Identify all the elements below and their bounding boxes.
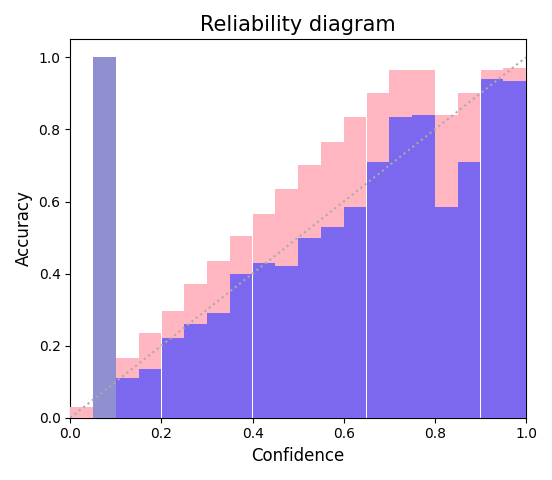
Bar <box>71 407 93 418</box>
Bar <box>230 236 252 274</box>
Bar <box>481 79 503 418</box>
Bar <box>321 142 343 227</box>
Bar <box>481 70 503 79</box>
Bar <box>503 81 526 418</box>
Title: Reliability diagram: Reliability diagram <box>200 15 396 35</box>
Bar <box>344 117 367 207</box>
Bar <box>367 162 389 418</box>
Bar <box>139 333 161 369</box>
Bar <box>275 266 298 418</box>
Bar <box>230 274 252 418</box>
Bar <box>412 70 435 115</box>
Bar <box>162 312 184 338</box>
Bar <box>458 162 480 418</box>
Bar <box>435 207 458 418</box>
Bar <box>116 358 139 378</box>
Bar <box>253 214 275 263</box>
X-axis label: Confidence: Confidence <box>252 447 345 465</box>
Bar <box>389 70 412 117</box>
Bar <box>275 189 298 266</box>
Bar <box>435 115 458 207</box>
Bar <box>139 369 161 418</box>
Bar <box>253 263 275 418</box>
Bar <box>321 227 343 418</box>
Bar <box>503 68 526 81</box>
Bar <box>207 261 230 313</box>
Bar <box>344 207 367 418</box>
Bar <box>298 238 321 418</box>
Bar <box>162 338 184 418</box>
Bar <box>184 324 207 418</box>
Bar <box>207 313 230 418</box>
Bar <box>412 115 435 418</box>
Bar <box>184 284 207 324</box>
Bar <box>298 166 321 238</box>
Bar <box>389 117 412 418</box>
Y-axis label: Accuracy: Accuracy <box>15 191 33 266</box>
Bar <box>458 94 480 162</box>
Bar <box>367 94 389 162</box>
Bar <box>93 57 116 418</box>
Bar <box>116 378 139 418</box>
